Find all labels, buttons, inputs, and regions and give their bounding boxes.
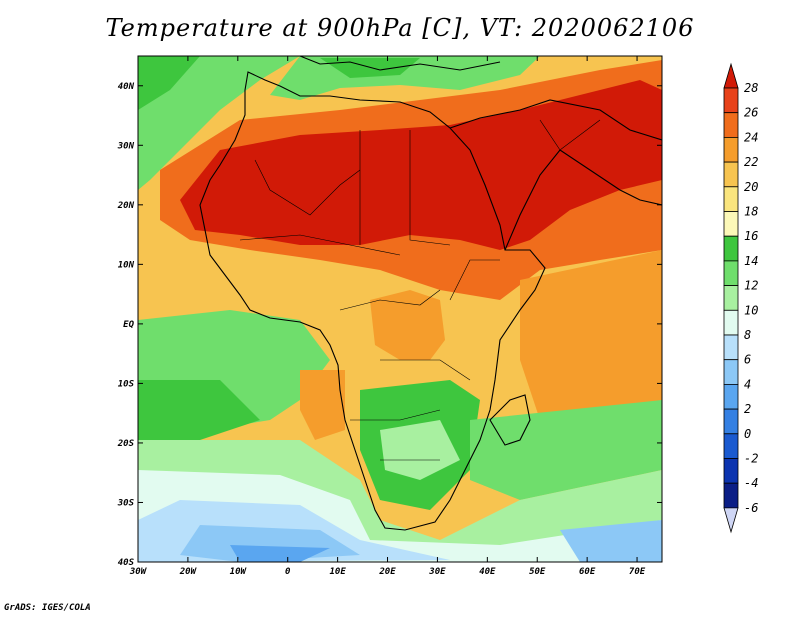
colorbar bbox=[723, 62, 739, 534]
lat-label: 10S bbox=[118, 379, 135, 389]
colorbar-bin bbox=[723, 408, 739, 435]
colorbar-bin bbox=[723, 136, 739, 163]
lat-label: 30N bbox=[117, 141, 135, 151]
lon-label: 20W bbox=[179, 567, 198, 577]
colorbar-bin bbox=[723, 235, 739, 262]
lon-label: 30W bbox=[129, 567, 148, 577]
colorbar-bin bbox=[723, 433, 739, 459]
lon-label: 70E bbox=[629, 567, 646, 577]
lat-label: 10N bbox=[118, 260, 135, 270]
lon-label: 10E bbox=[329, 567, 346, 577]
colorbar-label: 8 bbox=[744, 328, 751, 342]
colorbar-label: 26 bbox=[744, 106, 758, 120]
lon-label: 0 bbox=[285, 567, 291, 577]
lat-label: 20S bbox=[117, 439, 135, 449]
colorbar-label: 14 bbox=[744, 254, 758, 268]
lon-label: 60E bbox=[579, 567, 596, 577]
lat-label: 40S bbox=[118, 558, 135, 568]
colorbar-bottom-arrow bbox=[723, 507, 739, 534]
colorbar-label: -2 bbox=[744, 452, 758, 466]
lon-label: 40E bbox=[479, 567, 496, 577]
colorbar-top-arrow bbox=[723, 62, 739, 89]
colorbar-bin bbox=[723, 334, 739, 361]
colorbar-label: -4 bbox=[744, 476, 758, 490]
temperature-field bbox=[138, 56, 662, 562]
colorbar-label: 16 bbox=[744, 229, 758, 243]
credit-text: GrADS: IGES/COLA bbox=[4, 603, 91, 613]
lat-label: 40N bbox=[118, 82, 135, 92]
lon-label: 20E bbox=[378, 567, 396, 577]
colorbar-bin bbox=[723, 112, 739, 138]
colorbar-bin bbox=[723, 87, 739, 114]
lat-label: 20N bbox=[117, 201, 135, 211]
colorbar-bin bbox=[723, 161, 739, 188]
lat-label: EQ bbox=[123, 320, 134, 330]
colorbar-label: 20 bbox=[744, 180, 758, 194]
colorbar-bin bbox=[723, 186, 739, 212]
colorbar-bin bbox=[723, 260, 739, 286]
colorbar-label: 22 bbox=[744, 155, 758, 169]
lon-label: 30E bbox=[428, 567, 446, 577]
colorbar-label: 6 bbox=[744, 353, 751, 367]
colorbar-bin bbox=[723, 285, 739, 311]
colorbar-label: 0 bbox=[744, 427, 751, 441]
colorbar-bin bbox=[723, 383, 739, 410]
country-borders bbox=[239, 119, 601, 461]
lat-label: 30S bbox=[117, 498, 135, 508]
colorbar-label: 12 bbox=[744, 279, 758, 293]
lon-label: 10W bbox=[230, 567, 248, 577]
plot-frame bbox=[137, 55, 663, 563]
colorbar-bin bbox=[723, 359, 739, 385]
colorbar-label: 28 bbox=[744, 81, 758, 95]
colorbar-bin bbox=[723, 482, 739, 509]
colorbar-label: 24 bbox=[744, 130, 758, 144]
colorbar-bin bbox=[723, 309, 739, 336]
colorbar-label: 18 bbox=[744, 205, 758, 219]
colorbar-bin bbox=[723, 458, 739, 484]
coastline bbox=[199, 56, 662, 531]
colorbar-bin bbox=[723, 211, 739, 237]
map-title: Temperature at 900hPa [C], VT: 202006210… bbox=[105, 14, 695, 42]
colorbar-label: 2 bbox=[744, 402, 751, 416]
colorbar-label: 10 bbox=[744, 303, 758, 317]
lon-label: 50E bbox=[529, 567, 546, 577]
colorbar-label: 4 bbox=[744, 377, 751, 391]
colorbar-label: -6 bbox=[744, 501, 758, 515]
